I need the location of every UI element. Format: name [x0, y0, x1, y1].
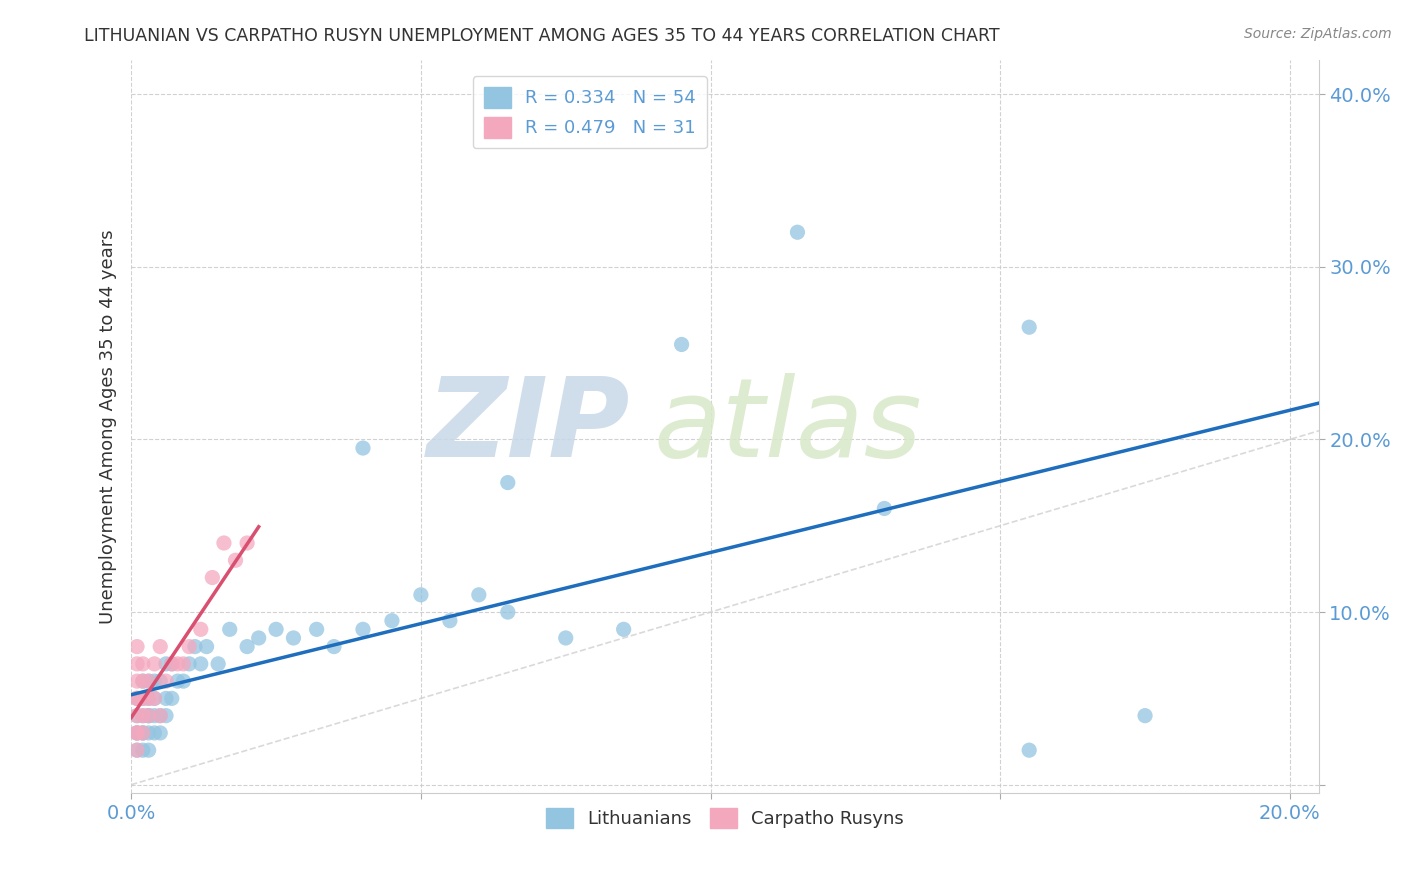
Point: [160, 691, 183, 706]
Point: [264, 623, 287, 637]
Point: [143, 691, 166, 706]
Point: [149, 674, 172, 689]
Point: [207, 657, 229, 671]
Point: [496, 475, 519, 490]
Point: [125, 726, 148, 740]
Point: [225, 553, 247, 567]
Point: [1018, 320, 1040, 334]
Point: [439, 614, 461, 628]
Text: atlas: atlas: [654, 373, 922, 480]
Text: ZIP: ZIP: [426, 373, 630, 480]
Point: [132, 743, 155, 757]
Point: [138, 674, 160, 689]
Point: [149, 708, 172, 723]
Point: [873, 501, 896, 516]
Point: [236, 640, 259, 654]
Point: [138, 708, 160, 723]
Point: [138, 708, 160, 723]
Point: [132, 726, 155, 740]
Point: [496, 605, 519, 619]
Point: [155, 691, 177, 706]
Point: [125, 708, 148, 723]
Point: [125, 691, 148, 706]
Point: [149, 640, 172, 654]
Point: [554, 631, 576, 645]
Point: [125, 726, 148, 740]
Point: [149, 726, 172, 740]
Point: [132, 691, 155, 706]
Point: [409, 588, 432, 602]
Point: [323, 640, 346, 654]
Point: [1133, 708, 1156, 723]
Point: [125, 743, 148, 757]
Y-axis label: Unemployment Among Ages 35 to 44 years: Unemployment Among Ages 35 to 44 years: [100, 229, 117, 624]
Point: [125, 657, 148, 671]
Point: [179, 640, 201, 654]
Point: [201, 570, 224, 584]
Point: [179, 657, 201, 671]
Point: [138, 743, 160, 757]
Point: [160, 657, 183, 671]
Point: [155, 708, 177, 723]
Point: [125, 691, 148, 706]
Point: [132, 691, 155, 706]
Point: [172, 674, 194, 689]
Point: [132, 674, 155, 689]
Point: [125, 743, 148, 757]
Point: [132, 726, 155, 740]
Point: [125, 640, 148, 654]
Point: [184, 640, 207, 654]
Point: [132, 726, 155, 740]
Point: [125, 726, 148, 740]
Point: [125, 708, 148, 723]
Point: [155, 674, 177, 689]
Point: [218, 623, 240, 637]
Point: [125, 726, 148, 740]
Legend: Lithuanians, Carpatho Rusyns: Lithuanians, Carpatho Rusyns: [538, 800, 911, 836]
Point: [786, 225, 808, 239]
Point: [190, 623, 212, 637]
Point: [132, 657, 155, 671]
Point: [671, 337, 693, 351]
Text: LITHUANIAN VS CARPATHO RUSYN UNEMPLOYMENT AMONG AGES 35 TO 44 YEARS CORRELATION : LITHUANIAN VS CARPATHO RUSYN UNEMPLOYMEN…: [84, 27, 1000, 45]
Point: [195, 640, 218, 654]
Point: [149, 708, 172, 723]
Point: [138, 708, 160, 723]
Text: Source: ZipAtlas.com: Source: ZipAtlas.com: [1244, 27, 1392, 41]
Point: [125, 691, 148, 706]
Point: [143, 657, 166, 671]
Point: [305, 623, 328, 637]
Point: [132, 674, 155, 689]
Point: [1018, 743, 1040, 757]
Point: [468, 588, 491, 602]
Point: [138, 726, 160, 740]
Point: [160, 657, 183, 671]
Point: [613, 623, 636, 637]
Point: [138, 691, 160, 706]
Point: [190, 657, 212, 671]
Point: [166, 657, 188, 671]
Point: [143, 708, 166, 723]
Point: [132, 708, 155, 723]
Point: [132, 708, 155, 723]
Point: [138, 691, 160, 706]
Point: [143, 674, 166, 689]
Point: [283, 631, 305, 645]
Point: [212, 536, 235, 550]
Point: [381, 614, 404, 628]
Point: [155, 657, 177, 671]
Point: [125, 674, 148, 689]
Point: [143, 726, 166, 740]
Point: [352, 623, 374, 637]
Point: [352, 441, 374, 455]
Point: [172, 657, 194, 671]
Point: [236, 536, 259, 550]
Point: [138, 674, 160, 689]
Point: [166, 674, 188, 689]
Point: [143, 691, 166, 706]
Point: [247, 631, 270, 645]
